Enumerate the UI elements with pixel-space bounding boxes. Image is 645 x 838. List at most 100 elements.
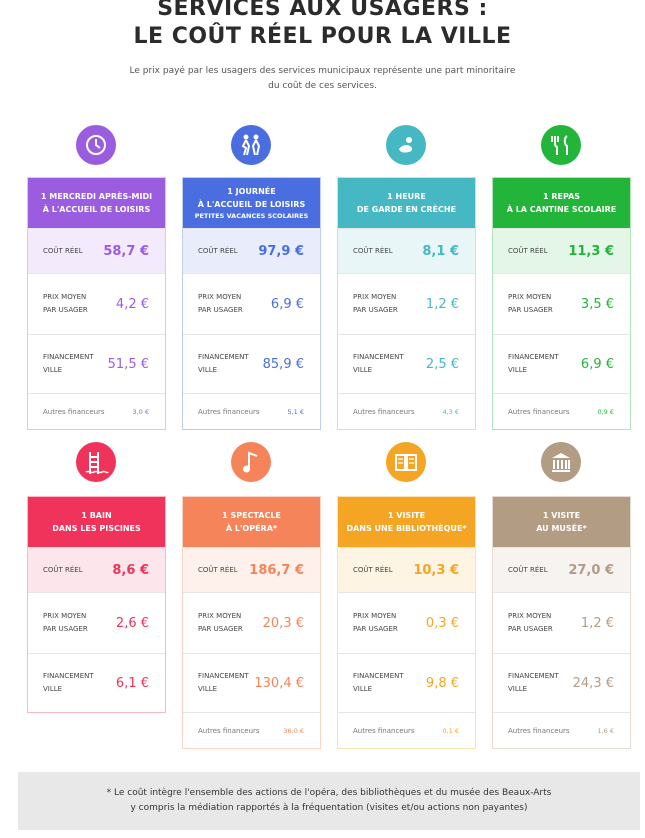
icon [386, 125, 426, 165]
row-value: 4,2 € [115, 296, 149, 312]
cost-row: FINANCEMENT VILLE 51,5 € [28, 334, 165, 393]
label-line: FINANCEMENT [43, 353, 94, 361]
label-line: PRIX MOYEN [43, 612, 87, 620]
title-line: LE COÛT RÉEL POUR LA VILLE [133, 24, 512, 49]
cost-row: PRIX MOYEN PAR USAGER 2,6 € [28, 592, 165, 653]
header-line: 1 VISITE [542, 511, 581, 520]
cost-row: PRIX MOYEN PAR USAGER 4,2 € [28, 273, 165, 334]
label-line: COÛT RÉEL [198, 246, 238, 255]
row-label: FINANCEMENT VILLE [43, 670, 94, 696]
header-line: À L'ACCUEIL DE LOISIRS [197, 200, 306, 209]
row-label: COÛT RÉEL [353, 245, 393, 258]
other-value: 5,1 € [287, 407, 304, 416]
cost-row: FINANCEMENT VILLE 24,3 € [493, 653, 630, 712]
label-line: FINANCEMENT [198, 353, 249, 361]
row-value: 6,1 € [115, 675, 149, 691]
icon [76, 442, 116, 482]
footnote: * Le coût intègre l'ensemble des actions… [18, 772, 640, 830]
label-line: VILLE [353, 366, 373, 374]
row-label: PRIX MOYEN PAR USAGER [43, 610, 88, 636]
header-line: 1 REPAS [542, 192, 581, 201]
row-value: 10,3 € [413, 562, 459, 578]
row-label: COÛT RÉEL [508, 564, 548, 577]
cost-row: FINANCEMENT VILLE 130,4 € [183, 653, 320, 712]
label-line: PRIX MOYEN [353, 293, 397, 301]
header-line: À LA CANTINE SCOLAIRE [506, 205, 617, 214]
other-value: 4,3 € [442, 407, 459, 416]
cost-row: FINANCEMENT VILLE 6,9 € [493, 334, 630, 393]
row-label: PRIX MOYEN PAR USAGER [353, 291, 398, 317]
cost-row: COÛT RÉEL 97,9 € [183, 228, 320, 273]
row-value: 6,9 € [270, 296, 304, 312]
row-label: PRIX MOYEN PAR USAGER [508, 610, 553, 636]
other-row: Autres financeurs 5,1 € [183, 393, 320, 429]
row-value: 186,7 € [249, 562, 304, 578]
title-line: SERVICES AUX USAGERS : [157, 0, 488, 21]
cost-row: PRIX MOYEN PAR USAGER 6,9 € [183, 273, 320, 334]
label-line: FINANCEMENT [353, 672, 404, 680]
row-value: 9,8 € [425, 675, 459, 691]
label-line: COÛT RÉEL [508, 246, 548, 255]
cost-row: COÛT RÉEL 186,7 € [183, 547, 320, 592]
header-line: AU MUSÉE* [536, 524, 587, 533]
label-line: PAR USAGER [353, 306, 398, 314]
label-line: PRIX MOYEN [198, 612, 242, 620]
other-value: 0,9 € [597, 407, 614, 416]
other-label: Autres financeurs [198, 726, 260, 735]
icon [231, 442, 271, 482]
label-line: PRIX MOYEN [43, 293, 87, 301]
row-value: 1,2 € [580, 615, 614, 631]
cost-row: COÛT RÉEL 27,0 € [493, 547, 630, 592]
row-label: FINANCEMENT VILLE [198, 670, 249, 696]
row-value: 85,9 € [262, 356, 304, 372]
header-line: À L'ACCUEIL DE LOISIRS [42, 205, 151, 214]
card: 1 MERCREDI APRÈS-MIDI À L'ACCUEIL DE LOIS… [27, 177, 166, 430]
other-value: 1,6 € [597, 726, 614, 735]
other-row: Autres financeurs 0,1 € [338, 712, 475, 748]
card-header: 1 MERCREDI APRÈS-MIDI À L'ACCUEIL DE LOIS… [28, 178, 165, 228]
cost-row: PRIX MOYEN PAR USAGER 3,5 € [493, 273, 630, 334]
header-line: À L'OPÉRA* [225, 524, 278, 533]
other-label: Autres financeurs [353, 726, 415, 735]
row-value: 130,4 € [254, 675, 304, 691]
cost-row: FINANCEMENT VILLE 85,9 € [183, 334, 320, 393]
card: 1 JOURNÉE À L'ACCUEIL DE LOISIRS PETITES V… [182, 177, 321, 430]
cost-row: COÛT RÉEL 8,1 € [338, 228, 475, 273]
row-label: FINANCEMENT VILLE [353, 351, 404, 377]
header-line: 1 VISITE [387, 511, 426, 520]
label-line: COÛT RÉEL [43, 246, 83, 255]
cost-row: PRIX MOYEN PAR USAGER 1,2 € [338, 273, 475, 334]
other-label: Autres financeurs [43, 407, 105, 416]
card: 1 VISITE AU MUSÉE* COÛT RÉEL 27,0 € PRIX MOY… [492, 496, 631, 749]
label-line: PAR USAGER [43, 625, 88, 633]
card-header: 1 SPECTACLE À L'OPÉRA* [183, 497, 320, 547]
row-value: 6,9 € [580, 356, 614, 372]
label-line: PRIX MOYEN [353, 612, 397, 620]
label-line: PAR USAGER [508, 306, 553, 314]
other-label: Autres financeurs [508, 407, 570, 416]
header-line: 1 JOURNÉE [227, 187, 276, 196]
subtitle-line: du coût de ces services. [268, 81, 377, 91]
label-line: VILLE [508, 685, 528, 693]
row-value: 11,3 € [568, 243, 614, 259]
footnote-line: * Le coût intègre l'ensemble des actions… [106, 788, 552, 798]
row-value: 27,0 € [568, 562, 614, 578]
icon [541, 125, 581, 165]
card: 1 SPECTACLE À L'OPÉRA* COÛT RÉEL 186,7 € PRI… [182, 496, 321, 749]
row-value: 58,7 € [103, 243, 149, 259]
label-line: FINANCEMENT [508, 672, 559, 680]
row-label: PRIX MOYEN PAR USAGER [198, 610, 243, 636]
cost-row: COÛT RÉEL 8,6 € [28, 547, 165, 592]
row-value: 8,6 € [112, 562, 149, 578]
row-label: COÛT RÉEL [198, 564, 238, 577]
label-line: PAR USAGER [353, 625, 398, 633]
icon [541, 442, 581, 482]
card-header: 1 BAIN DANS LES PISCINES [28, 497, 165, 547]
row-label: COÛT RÉEL [43, 245, 83, 258]
label-line: VILLE [198, 366, 218, 374]
row-value: 8,1 € [422, 243, 459, 259]
other-value: 3,0 € [132, 407, 149, 416]
row-value: 3,5 € [580, 296, 614, 312]
label-line: PAR USAGER [198, 625, 243, 633]
